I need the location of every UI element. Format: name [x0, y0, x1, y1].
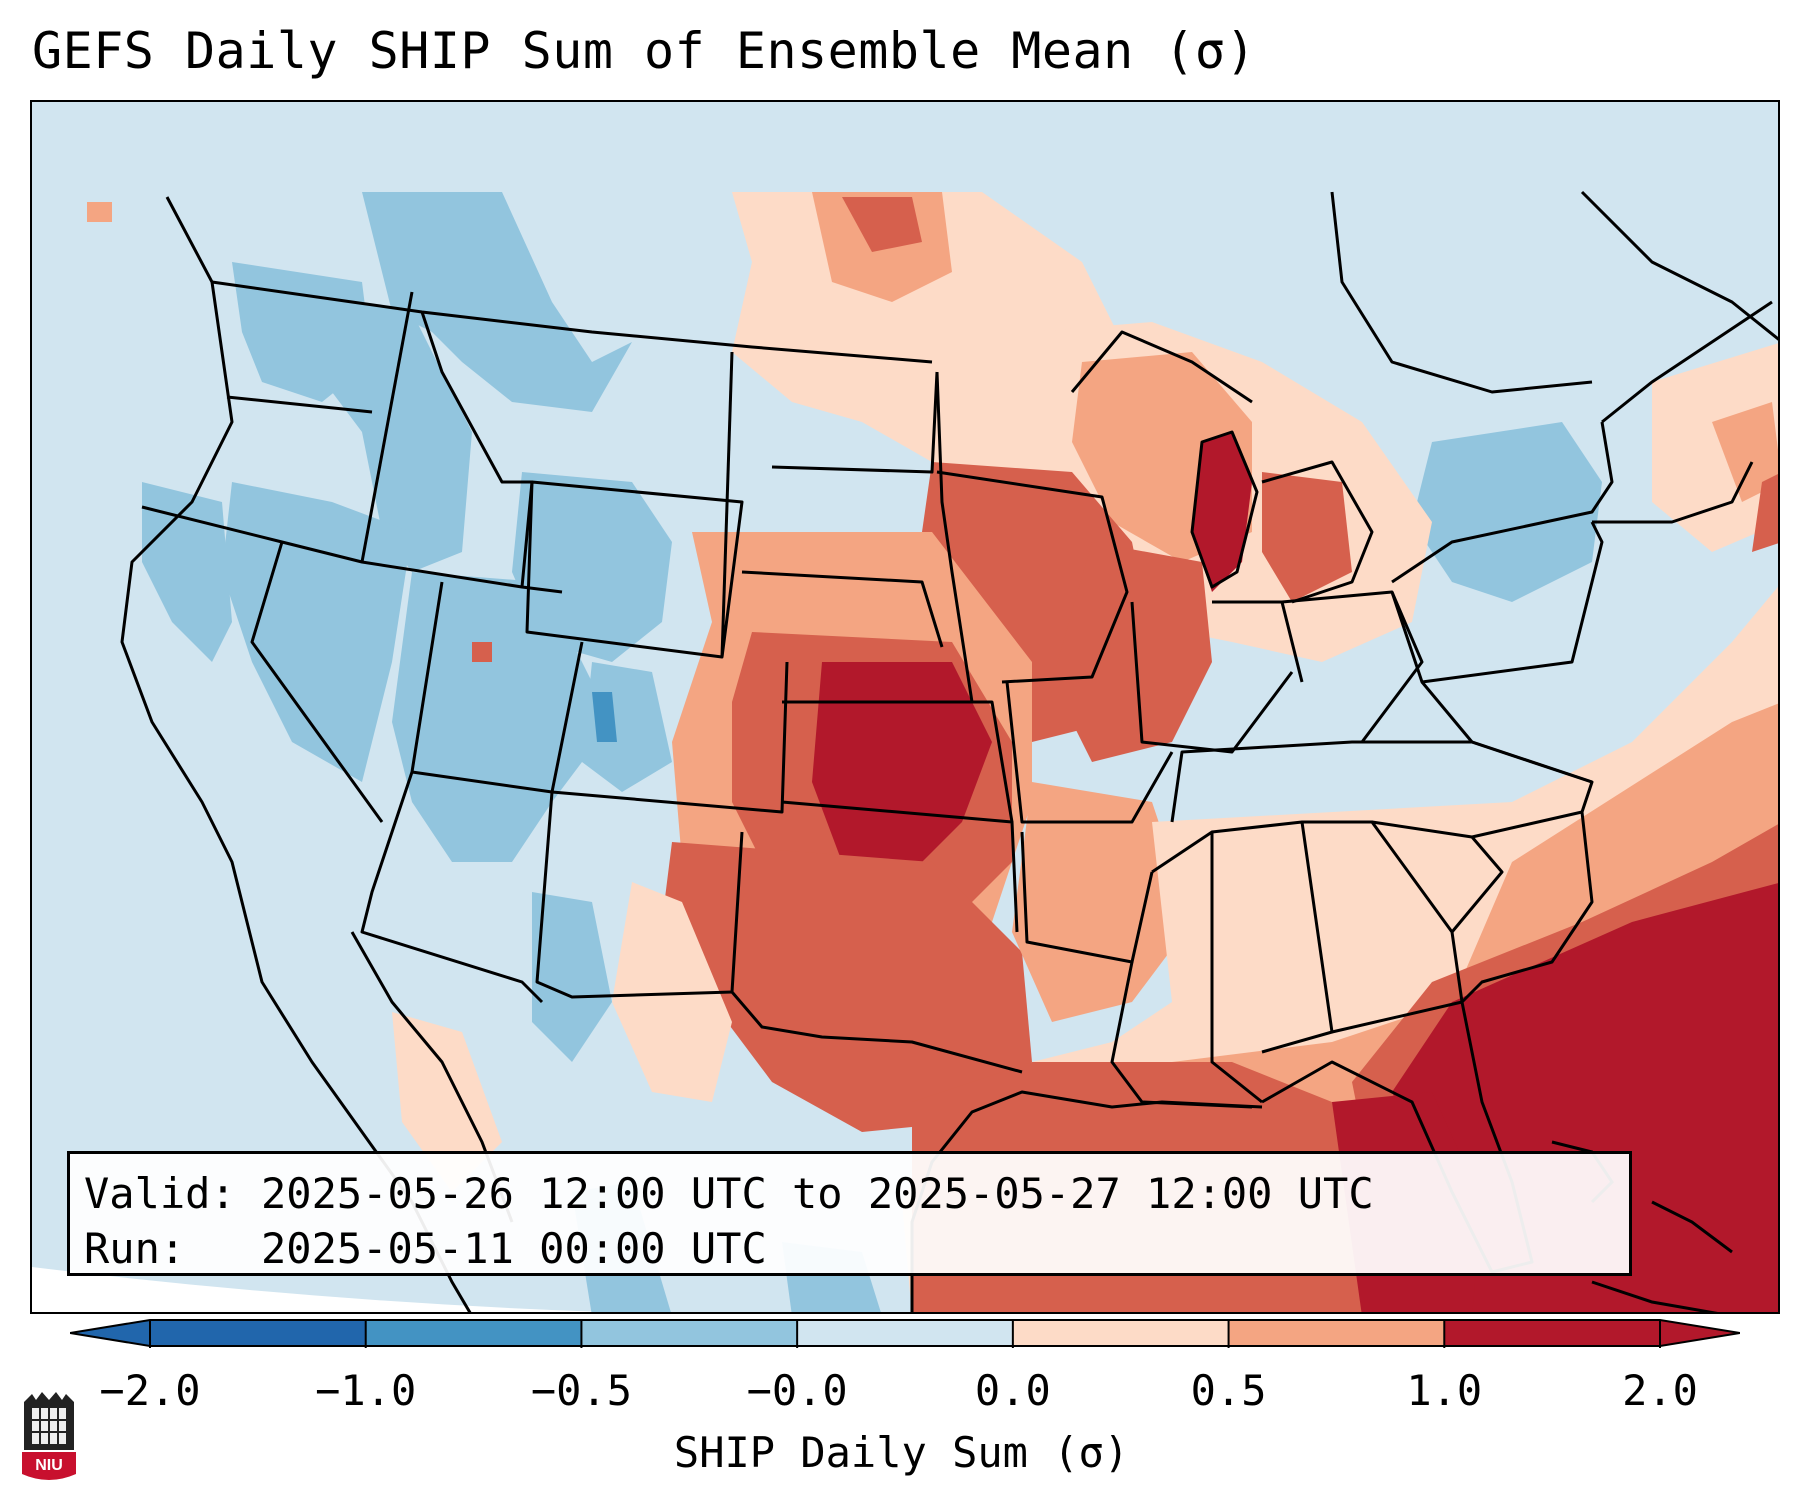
valid-label: Valid: — [84, 1169, 236, 1218]
atlantic-coast-carolinas — [1460, 811, 1594, 1004]
nevada-blue — [222, 482, 412, 782]
arkansas — [1020, 831, 1154, 964]
missouri — [1005, 681, 1174, 824]
colorbar-tick-label: −0.5 — [530, 1366, 632, 1415]
colorbar-ticks — [149, 1320, 1661, 1348]
lake-michigan-darkred — [1192, 432, 1252, 592]
lake-superior-south — [1070, 330, 1253, 404]
canada-border-east — [1601, 300, 1773, 424]
colorbar-extend-high — [1660, 1320, 1740, 1346]
validity-info-box: Valid: 2025-05-26 12:00 UTC to 2025-05-2… — [67, 1151, 1632, 1276]
colorbar-tick-label: −2.0 — [99, 1366, 201, 1415]
new-mexico — [535, 791, 733, 999]
washington-blue — [232, 262, 372, 402]
texas-north — [730, 831, 1023, 1074]
montana-blue — [362, 192, 632, 412]
illinois-indiana — [1130, 601, 1294, 754]
colorbar-outline — [70, 1319, 1740, 1347]
sd-ne-border — [741, 570, 944, 648]
colorbar-tick-label: 1.0 — [1406, 1366, 1483, 1415]
ny-pa-blue — [1412, 422, 1602, 602]
arkansas-louisiana-orange — [1012, 782, 1192, 1022]
iowa — [936, 470, 1129, 684]
west-coastline — [120, 196, 414, 1203]
cuba-coast — [1591, 1280, 1718, 1312]
svg-text:NIU: NIU — [35, 1457, 63, 1474]
map-title: GEFS Daily SHIP Sum of Ensemble Mean (σ) — [32, 22, 1257, 80]
lake-erie-ontario — [1391, 421, 1614, 584]
utah-speck — [472, 642, 492, 662]
colorbar-segment — [1012, 1320, 1230, 1346]
new-england-orange — [1712, 402, 1778, 502]
valid-time-range: 2025-05-26 12:00 UTC to 2025-05-27 12:00… — [261, 1169, 1374, 1218]
kansas-north — [782, 700, 1014, 823]
idaho-west — [360, 291, 414, 563]
lake-michigan — [1190, 430, 1259, 589]
negative-anomaly-regions — [142, 192, 1602, 1312]
quebec-coast — [1580, 190, 1778, 341]
arizona — [360, 771, 544, 1004]
map-panel: Valid: 2025-05-26 12:00 UTC to 2025-05-2… — [30, 100, 1780, 1314]
idaho-blue — [332, 302, 472, 572]
ncal-blue — [142, 482, 232, 662]
colorbar-extend-low — [70, 1320, 150, 1346]
baja-light — [392, 1012, 502, 1192]
oklahoma-darkred — [812, 662, 992, 882]
colorbar-segments — [150, 1320, 1661, 1346]
colorbar-tick-label: 0.0 — [974, 1366, 1051, 1415]
run-label: Run: — [84, 1224, 186, 1273]
west-texas-light — [612, 882, 732, 1102]
canada-border-west — [211, 280, 933, 364]
wa-or-border — [226, 395, 373, 414]
michigan-red — [1262, 472, 1352, 602]
ship-map — [32, 102, 1778, 1312]
run-time: 2025-05-11 00:00 UTC — [261, 1224, 767, 1273]
kansas-oklahoma — [781, 800, 1019, 933]
lower-michigan — [1261, 460, 1374, 604]
south-carolina — [1371, 820, 1504, 933]
colorbar-segment — [365, 1320, 582, 1346]
colorbar-tick-label: 2.0 — [1622, 1366, 1698, 1415]
colorbar-segment — [1444, 1320, 1661, 1346]
colorbar-segment — [797, 1320, 1014, 1346]
state-borders — [120, 190, 1778, 1312]
outside-projection-sw — [32, 1267, 604, 1312]
alabama — [1211, 820, 1334, 1054]
colorbar — [70, 1319, 1740, 1348]
nd-sd-border — [771, 371, 939, 474]
new-york-east — [1592, 461, 1754, 524]
colorbar-segment — [150, 1320, 367, 1346]
colorado-core — [592, 692, 617, 742]
bahamas-2 — [1651, 1200, 1733, 1254]
nd-red — [842, 197, 922, 252]
niu-logo: NIU — [22, 1392, 76, 1480]
pennsylvania — [1390, 521, 1604, 684]
colorbar-tick-label: −0.0 — [746, 1366, 848, 1415]
minnesota-iowa — [935, 371, 974, 703]
idaho-montana — [420, 311, 534, 588]
colorbar-label: SHIP Daily Sum (σ) — [673, 1428, 1130, 1477]
wv-virginia — [1420, 681, 1593, 784]
colorbar-segment — [581, 1320, 798, 1346]
illinois-red — [1052, 542, 1212, 762]
nv-west — [250, 541, 384, 823]
colorbar-segment — [1228, 1320, 1445, 1346]
colorbar-tick-label: 0.5 — [1190, 1366, 1267, 1415]
hudson-area — [1330, 191, 1593, 394]
arizona-blue — [532, 892, 612, 1062]
new-england-light — [1652, 343, 1778, 552]
ohio — [1281, 590, 1424, 743]
utah — [410, 581, 584, 794]
utah-colorado-blue — [392, 572, 612, 862]
new-england-red — [1752, 474, 1778, 552]
colorado-south — [551, 661, 789, 814]
pacific-speck — [87, 202, 112, 222]
ne-dakota-west — [720, 351, 734, 658]
mississippi — [1151, 830, 1263, 1104]
colorbar-tick-label: −1.0 — [315, 1366, 417, 1415]
texas-red — [662, 842, 1032, 1132]
